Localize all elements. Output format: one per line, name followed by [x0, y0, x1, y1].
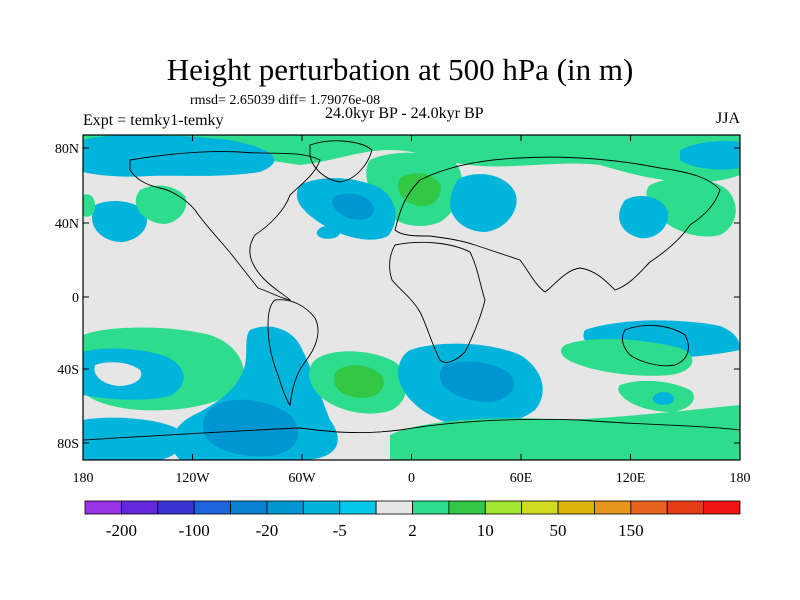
x-tick-label: 120W: [175, 471, 210, 486]
coastline-australia: [621, 325, 689, 367]
colorbar-swatch: [521, 500, 559, 515]
contour-neg-small-north-atlantic: [316, 225, 340, 239]
colorbar-swatch: [339, 500, 377, 515]
contour-neg-northeast-pacific: [92, 200, 148, 242]
colorbar-label: 150: [618, 521, 644, 540]
x-tick-label: 180: [73, 471, 94, 486]
y-tick-label: 40S: [57, 363, 79, 378]
coastline-eurasia: [394, 156, 721, 293]
colorbar-swatch: [375, 500, 413, 515]
contour-neg-far-south-west: [83, 417, 184, 460]
colorbar-swatch: [120, 500, 159, 515]
colorbar-label: 10: [477, 521, 494, 540]
colorbar-swatch: [230, 500, 268, 515]
colorbar-swatch: [84, 500, 122, 515]
contour-pos-europe-core: [398, 173, 441, 207]
colorbar-swatch: [412, 500, 450, 515]
colorbar-label: 50: [550, 521, 567, 540]
coastline-africa: [389, 241, 486, 363]
contour-pos-west-pacific: [646, 177, 736, 237]
colorbar-swatch: [484, 500, 523, 515]
colorbar-label: -200: [106, 521, 137, 540]
colorbar-swatch: [266, 500, 304, 515]
contour-neg-arctic-east: [680, 140, 740, 170]
colorbar-label: 2: [408, 521, 417, 540]
contour-neg-east-asia: [619, 196, 669, 239]
colorbar-swatch: [157, 500, 195, 515]
colorbar: -200 -100 -20 -5 2 10 50 150: [84, 500, 741, 540]
contour-pos-southern-east: [560, 338, 693, 376]
coastline-south-america: [267, 299, 319, 407]
colorbar-label: -5: [333, 521, 347, 540]
coastlines: [83, 140, 740, 441]
contour-pos-northeast-pacific: [135, 185, 187, 224]
y-tick-label: 80S: [57, 437, 79, 452]
y-tick-label: 0: [72, 291, 79, 306]
colorbar-swatch: [302, 500, 341, 515]
x-tick-label: 60E: [510, 471, 533, 486]
x-axis: 180 120W 60W 0 60E 120E 180: [73, 135, 751, 486]
season-label: JJA: [715, 110, 740, 127]
colorbar-swatch: [557, 500, 595, 515]
colorbar-label: -100: [179, 521, 210, 540]
colorbar-swatch: [193, 500, 231, 515]
contour-neg-arctic-west: [83, 135, 275, 177]
x-tick-label: 120E: [616, 471, 646, 486]
contour-pos-west-edge: [83, 194, 96, 217]
contour-neg-south-pacific-core: [203, 399, 299, 457]
map-plot-area: [83, 135, 740, 460]
y-tick-label: 40N: [55, 217, 79, 232]
colorbar-swatch: [594, 500, 632, 515]
contour-neg-asia: [449, 174, 517, 232]
contour-neg-small-indian: [652, 392, 674, 405]
contour-pos-far-south: [390, 405, 740, 460]
colorbar-swatch: [448, 500, 486, 515]
coastline-north-america: [129, 151, 321, 301]
contour-neg-north-atlantic-core: [332, 193, 374, 220]
colorbar-swatch: [703, 500, 741, 515]
colorbar-label: -20: [256, 521, 279, 540]
coastline-greenland: [309, 140, 373, 183]
coastline-antarctica: [83, 418, 740, 441]
y-tick-label: 80N: [55, 142, 79, 157]
contour-light-southern-west: [94, 362, 142, 386]
contour-pos-south-atlantic-core: [334, 365, 384, 398]
colorbar-swatch: [666, 500, 705, 515]
contour-neg-south-indian-core: [439, 361, 514, 402]
y-axis: 80N 40N 0 40S 80S: [55, 142, 740, 452]
period-subtitle: 24.0kyr BP - 24.0kyr BP: [325, 105, 484, 122]
map-title: Height perturbation at 500 hPa (in m): [166, 52, 634, 87]
x-tick-label: 180: [730, 471, 751, 486]
rmsd-stats: rmsd= 2.65039 diff= 1.79076e-08: [190, 93, 381, 108]
colorbar-swatch: [630, 500, 668, 515]
x-tick-label: 60W: [288, 471, 316, 486]
experiment-label: Expt = temky1-temky: [83, 112, 224, 129]
x-tick-label: 0: [408, 471, 415, 486]
